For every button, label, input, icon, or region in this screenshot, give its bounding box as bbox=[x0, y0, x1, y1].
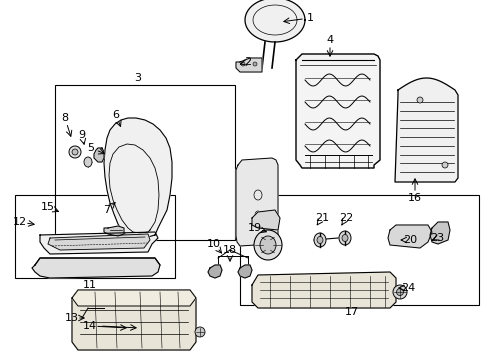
Bar bbox=[15, 195, 175, 278]
Ellipse shape bbox=[195, 327, 204, 337]
Polygon shape bbox=[72, 290, 196, 306]
Polygon shape bbox=[251, 272, 395, 308]
Text: 10: 10 bbox=[206, 239, 221, 249]
Polygon shape bbox=[32, 258, 160, 278]
Ellipse shape bbox=[69, 146, 81, 158]
Polygon shape bbox=[94, 148, 104, 162]
Polygon shape bbox=[104, 118, 172, 238]
Text: 6: 6 bbox=[112, 110, 119, 120]
Text: 20: 20 bbox=[402, 235, 416, 245]
Text: 17: 17 bbox=[344, 307, 358, 317]
Polygon shape bbox=[251, 210, 280, 230]
Text: 8: 8 bbox=[61, 113, 68, 123]
Ellipse shape bbox=[316, 237, 323, 243]
Text: 11: 11 bbox=[83, 280, 97, 290]
Ellipse shape bbox=[392, 285, 406, 299]
Polygon shape bbox=[244, 0, 305, 42]
Text: 12: 12 bbox=[13, 217, 27, 227]
Text: 1: 1 bbox=[306, 13, 313, 23]
Ellipse shape bbox=[313, 233, 325, 247]
Text: 9: 9 bbox=[78, 130, 85, 140]
Bar bbox=[55, 85, 235, 240]
Polygon shape bbox=[394, 78, 457, 182]
Ellipse shape bbox=[260, 236, 275, 254]
Text: 14: 14 bbox=[83, 321, 97, 331]
Text: 13: 13 bbox=[65, 313, 79, 323]
Ellipse shape bbox=[253, 230, 282, 260]
Polygon shape bbox=[48, 234, 150, 250]
Text: 21: 21 bbox=[314, 213, 328, 223]
Text: 23: 23 bbox=[429, 233, 443, 243]
Ellipse shape bbox=[241, 62, 244, 66]
Text: 7: 7 bbox=[103, 205, 110, 215]
Polygon shape bbox=[104, 226, 124, 236]
Polygon shape bbox=[236, 58, 262, 72]
Polygon shape bbox=[72, 290, 196, 350]
Ellipse shape bbox=[72, 149, 78, 155]
Text: 2: 2 bbox=[244, 57, 251, 67]
Ellipse shape bbox=[441, 162, 447, 168]
Text: 18: 18 bbox=[223, 245, 237, 255]
Polygon shape bbox=[238, 265, 251, 278]
Polygon shape bbox=[207, 265, 222, 278]
Ellipse shape bbox=[416, 97, 422, 103]
Ellipse shape bbox=[84, 157, 92, 167]
Ellipse shape bbox=[338, 231, 350, 245]
Ellipse shape bbox=[252, 62, 257, 66]
Text: 16: 16 bbox=[407, 193, 421, 203]
Polygon shape bbox=[429, 222, 449, 244]
Text: 5: 5 bbox=[87, 143, 94, 153]
Text: 24: 24 bbox=[400, 283, 414, 293]
Text: 19: 19 bbox=[247, 223, 262, 233]
Text: 4: 4 bbox=[326, 35, 333, 45]
Text: 15: 15 bbox=[41, 202, 55, 212]
Bar bbox=[240, 195, 478, 305]
Ellipse shape bbox=[341, 234, 347, 242]
Polygon shape bbox=[40, 232, 158, 254]
Text: 22: 22 bbox=[338, 213, 352, 223]
Polygon shape bbox=[387, 225, 431, 248]
Polygon shape bbox=[236, 158, 278, 246]
Ellipse shape bbox=[396, 288, 403, 296]
Text: 3: 3 bbox=[134, 73, 141, 83]
Polygon shape bbox=[295, 54, 379, 168]
